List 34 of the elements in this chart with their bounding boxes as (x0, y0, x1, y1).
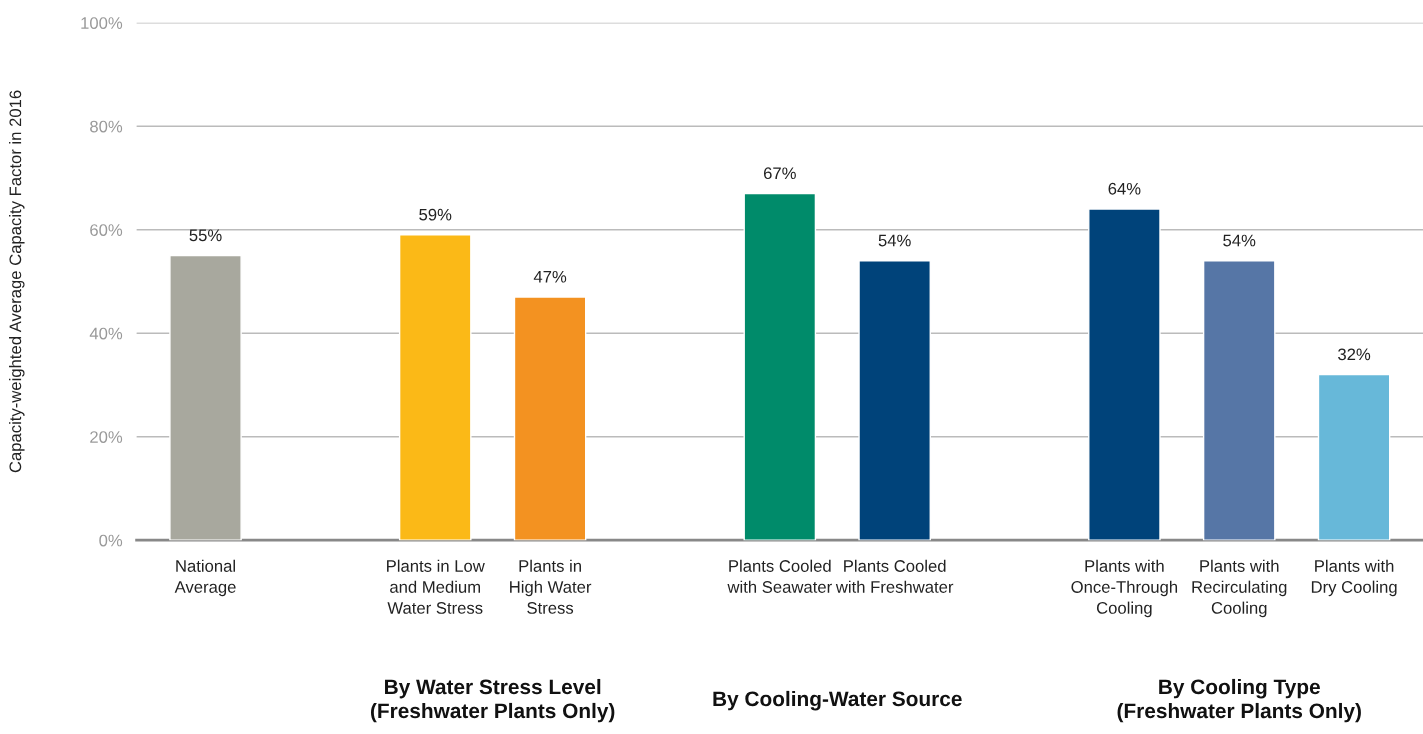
bar (1088, 208, 1161, 541)
text: By Water Stress Level (Freshwater Plants Only) (370, 678, 615, 723)
data-label: 47% (533, 270, 567, 283)
x-tick-label: Plants in Low and Medium Water Stress (387, 559, 485, 614)
data-label: 54% (878, 234, 911, 247)
x-tick-label: Plants with Dry Cooling (1311, 559, 1397, 597)
x-tick-label: Plants Cooled with Seawater (727, 559, 832, 593)
y-axis-title: Capacity-weighted Average Capacity Factor in 2016 (9, 90, 25, 473)
x-tick-label: National Average (174, 559, 236, 597)
bar (1317, 373, 1391, 541)
bar (1202, 260, 1276, 541)
bar (858, 260, 931, 541)
x-tick-label: Plants with Recirculating Cooling (1192, 559, 1287, 618)
x-tick-label: Plants with Once-Through Cooling (1071, 559, 1178, 618)
x-tick-label: Plants in High Water Stress (510, 559, 592, 614)
data-label: 32% (1338, 348, 1371, 361)
y-tick-label: 60% (90, 224, 123, 236)
data-label: 67% (763, 167, 796, 180)
bar (513, 296, 587, 541)
y-tick-label: 100% (81, 17, 123, 29)
y-tick-label: 40% (89, 327, 123, 340)
text: By Cooling-Water Source (713, 690, 962, 711)
bar (743, 192, 817, 541)
bar (398, 234, 472, 541)
data-label: 59% (419, 208, 452, 221)
y-tick-label: 0% (99, 534, 123, 547)
x-tick-label: Plants Cooled with Freshwater (835, 559, 954, 593)
y-tick-label: 80% (90, 120, 123, 133)
data-label: 64% (1108, 182, 1141, 195)
data-label: 54% (1223, 234, 1256, 247)
y-tick-label: 20% (90, 431, 123, 443)
text: By Cooling Type (Freshwater Plants Only) (1117, 678, 1361, 723)
data-label: 55% (189, 229, 222, 242)
bar (169, 254, 242, 541)
